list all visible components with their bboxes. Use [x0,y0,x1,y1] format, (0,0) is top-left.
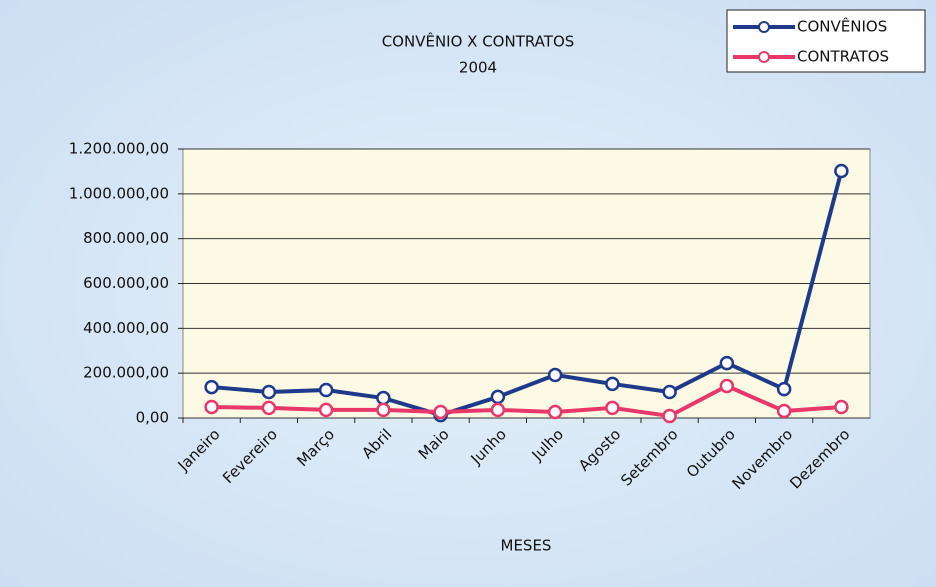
point [204,399,219,415]
legend-marker [758,21,770,33]
line-series [211,383,842,419]
point [776,403,792,419]
point [719,355,735,371]
point [605,400,620,416]
point [261,400,277,416]
legend [726,9,926,73]
point [318,402,334,418]
y-tick-label: 1.000.000,00 [69,184,169,202]
point [776,381,792,397]
point [490,402,506,418]
legend-marker [758,51,770,63]
chart-title: CONVÊNIO X CONTRATOS [382,32,575,51]
point [662,384,677,400]
point [662,408,677,424]
point [261,384,277,400]
point [376,390,391,406]
point [547,367,563,383]
point [204,379,219,395]
point [318,382,334,398]
point [605,376,620,392]
chart-subtitle: 2004 [459,59,497,77]
point [834,163,849,179]
point [547,404,563,420]
y-tick-label: 0,00 [136,409,169,427]
y-tick-label: 1.200.000,00 [69,140,169,158]
y-tick-label: 600.000,00 [83,274,169,292]
y-tick-label: 400.000,00 [83,319,169,337]
point [834,399,849,415]
point [719,378,735,394]
line-series [211,170,844,418]
x-axis-label: MESES [501,537,552,555]
legend-label: CONTRATOS [797,48,889,66]
point [490,389,506,405]
legend-label: CONVÊNIOS [797,17,887,36]
point [376,402,391,418]
y-tick-label: 800.000,00 [83,229,169,247]
y-tick-label: 200.000,00 [83,364,169,382]
point [433,404,448,420]
